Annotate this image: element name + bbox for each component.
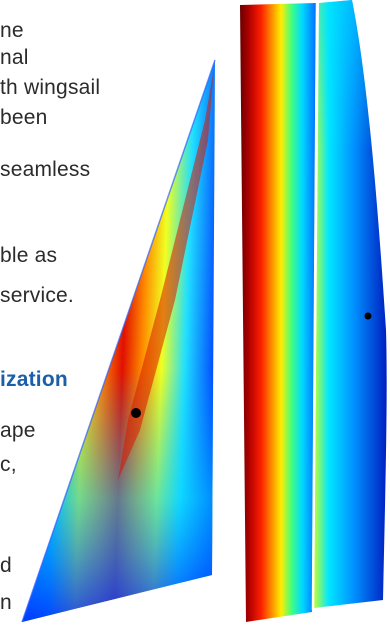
right-wingsail-pressure-map (240, 0, 387, 622)
text-line-4: been (0, 106, 48, 129)
text-line-2: nal (0, 46, 29, 69)
left-sail-hot-core (118, 68, 214, 480)
text-line-6: ble as (0, 244, 58, 267)
text-line-9: c, (0, 453, 17, 476)
wingsail-flap-top-fade (314, 0, 387, 608)
left-sail-marker-dot (131, 408, 141, 418)
text-line-3: th wingsail (0, 76, 101, 99)
wingsail-slot-gap (311, 2, 319, 611)
text-line-11: n (0, 591, 12, 614)
text-line-1: ne (0, 19, 24, 42)
section-heading-fragment: ization (0, 368, 68, 391)
wingsail-front-element (240, 3, 316, 622)
wingsail-marker-dot (364, 312, 372, 320)
text-line-7: service. (0, 284, 74, 307)
text-line-10: d (0, 554, 12, 577)
left-sail-leading-edge (21, 59, 216, 623)
left-sail-pressure-map (21, 59, 216, 623)
text-line-8: ape (0, 419, 36, 442)
text-line-5: seamless (0, 158, 91, 181)
